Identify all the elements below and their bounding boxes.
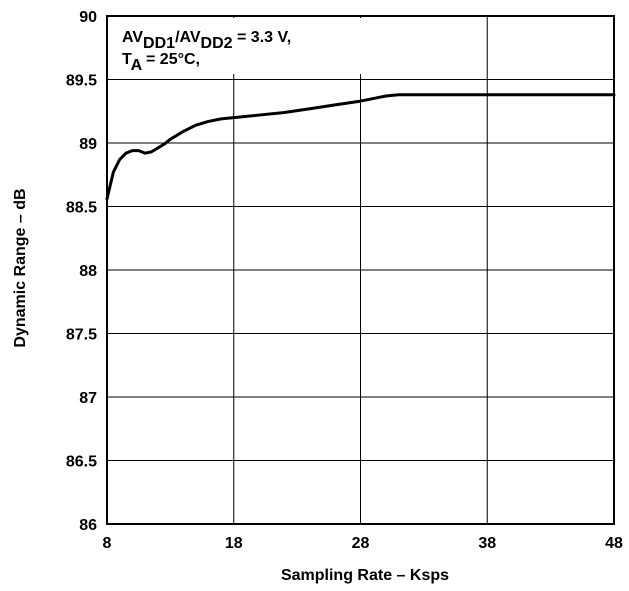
- annotation-dd1: DD1: [143, 35, 175, 52]
- x-tick-label: 48: [605, 535, 623, 552]
- dynamic-range-curve: [105, 93, 616, 201]
- annotation-av1: AV: [122, 29, 143, 46]
- annotation-t: T: [122, 51, 132, 68]
- annotation-temperature: = 25°C,: [142, 51, 200, 68]
- y-axis-title: Dynamic Range – dB: [12, 188, 29, 347]
- x-axis-title: Sampling Rate – Ksps: [281, 567, 449, 584]
- annotation-voltage: = 3.3 V,: [233, 29, 292, 46]
- y-tick-labels: 86 86.5 87 87.5 88 88.5 89 89.5 90: [66, 9, 97, 534]
- curve-layer: [105, 93, 616, 201]
- annotation-a: A: [131, 57, 143, 74]
- y-tick-label: 87: [79, 390, 97, 407]
- y-tick-label: 88.5: [66, 200, 97, 217]
- x-tick-labels: 8 18 28 38 48: [103, 535, 623, 552]
- y-tick-label: 86: [79, 517, 97, 534]
- annotation-dd2: DD2: [201, 35, 233, 52]
- annotation-av2: /AV: [175, 29, 201, 46]
- grid: [107, 16, 614, 524]
- y-tick-label: 89.5: [66, 73, 97, 90]
- x-tick-label: 28: [352, 535, 370, 552]
- y-tick-label: 86.5: [66, 454, 97, 471]
- annotation-line-1: AVDD1/AVDD2 = 3.3 V,: [122, 29, 291, 52]
- y-tick-label: 87.5: [66, 327, 97, 344]
- annotation-line-2: TA = 25°C,: [122, 51, 200, 74]
- x-tick-label: 8: [103, 535, 112, 552]
- plot-frame: [106, 15, 615, 525]
- condition-annotation: AVDD1/AVDD2 = 3.3 V, TA = 25°C,: [116, 18, 364, 74]
- y-tick-label: 88: [79, 263, 97, 280]
- x-tick-label: 38: [478, 535, 496, 552]
- x-tick-label: 18: [225, 535, 243, 552]
- y-tick-label: 89: [79, 136, 97, 153]
- y-tick-label: 90: [79, 9, 97, 26]
